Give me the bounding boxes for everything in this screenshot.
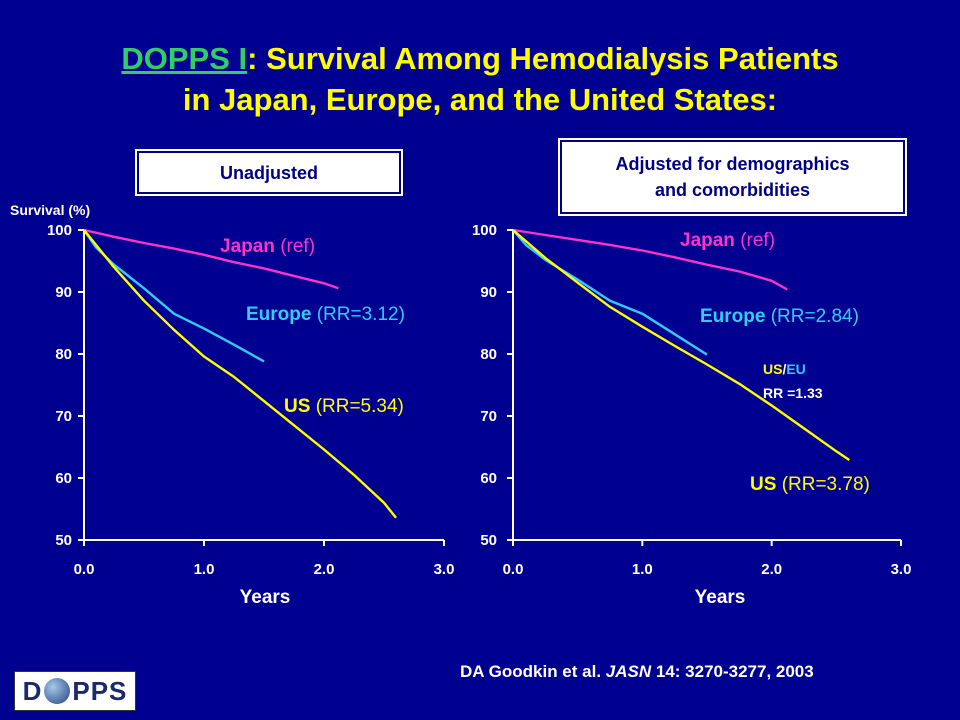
- chart1-series-us-label-part: US: [284, 396, 316, 417]
- chart1-series-us-label: US (RR=5.34): [284, 396, 404, 417]
- chart2-us-eu-annotation-line1-part: /: [782, 361, 786, 377]
- dopps-logo: D PPS: [14, 671, 136, 711]
- chart2-series-japan-label: Japan (ref): [680, 230, 775, 251]
- chart2-series-us-line: [512, 229, 850, 461]
- chart2-y-tick-label: 70: [480, 408, 497, 425]
- citation-journal: JASN: [605, 662, 652, 681]
- chart1-series-japan-label-part: (ref): [280, 236, 315, 257]
- chart2-x-axis-label: Years: [695, 587, 746, 608]
- chart2-us-eu-annotation-line1-part: US: [763, 361, 782, 377]
- citation: DA Goodkin et al. JASN 14: 3270-3277, 20…: [460, 662, 814, 682]
- adjusted-panel-label: Adjusted for demographics and comorbidit…: [558, 138, 907, 216]
- adjusted-label-line2: and comorbidities: [654, 180, 811, 200]
- chart2-series-us-label: US (RR=3.78): [750, 474, 870, 495]
- chart1-x-tick-label: 0.0: [74, 561, 95, 578]
- chart2-x-tick-label: 0.0: [503, 561, 524, 578]
- chart1-x-tick-label: 2.0: [314, 561, 335, 578]
- chart2-x-tick-label: 2.0: [761, 561, 782, 578]
- chart1-series-japan-line: [83, 228, 339, 290]
- chart1-y-tick-label: 50: [55, 532, 72, 549]
- chart1-series-europe-label-part: (RR=3.12): [317, 304, 405, 325]
- chart2-y-tick-label: 100: [472, 222, 497, 239]
- title-link[interactable]: DOPPS I: [121, 41, 248, 76]
- chart2-series-europe-label-part: (RR=2.84): [771, 306, 859, 327]
- chart2-series-us-label-part: US: [750, 474, 782, 495]
- chart2-series-europe-line: [512, 229, 708, 356]
- chart1-series-europe-label-part: Europe: [246, 304, 317, 325]
- chart2-series-japan-label-part: (ref): [740, 230, 775, 251]
- chart1-y-tick-label: 80: [55, 346, 72, 363]
- title-line1-rest: : Survival Among Hemodialysis Patients: [247, 41, 839, 76]
- chart1-x-axis-label: Years: [240, 587, 291, 608]
- chart2-x-tick-label: 3.0: [891, 561, 912, 578]
- chart2-us-eu-annotation-line1: US/EU: [763, 361, 806, 377]
- chart1-x-tick-label: 3.0: [434, 561, 455, 578]
- logo-left-letter: D: [22, 675, 43, 706]
- chart1-series-japan-label-part: Japan: [220, 236, 280, 257]
- logo-right-letters: PPS: [72, 675, 128, 706]
- chart2-x-tick-label: 1.0: [632, 561, 653, 578]
- unadjusted-panel-label: Unadjusted: [135, 149, 403, 196]
- slide-title: DOPPS I: Survival Among Hemodialysis Pat…: [0, 38, 960, 120]
- chart2-us-eu-annotation-line1-part: EU: [786, 361, 805, 377]
- chart2-y-tick-label: 80: [480, 346, 497, 363]
- globe-icon: [44, 678, 71, 704]
- chart1-y-axis-label: Survival (%): [10, 202, 90, 218]
- chart1-y-tick-label: 90: [55, 284, 72, 301]
- chart1-y-tick-label: 60: [55, 470, 72, 487]
- chart2-series-japan-label-part: Japan: [680, 230, 740, 251]
- chart1-series-japan-label: Japan (ref): [220, 236, 315, 257]
- chart1-x-tick-label: 1.0: [194, 561, 215, 578]
- adjusted-label-line1: Adjusted for demographics: [615, 154, 850, 174]
- chart2-us-eu-annotation-line2: RR =1.33: [763, 385, 823, 401]
- chart2-series-us-label-part: (RR=3.78): [782, 474, 870, 495]
- chart2-series-japan-line: [512, 228, 788, 291]
- chart2-series-europe-label-part: Europe: [700, 306, 771, 327]
- chart2-series-europe-label: Europe (RR=2.84): [700, 306, 859, 327]
- chart1-series-us-line: [83, 229, 397, 519]
- citation-prefix: DA Goodkin et al.: [460, 662, 606, 681]
- title-line2: in Japan, Europe, and the United States:: [182, 82, 778, 117]
- chart2-y-tick-label: 50: [480, 532, 497, 549]
- chart1-y-tick-label: 100: [47, 222, 72, 239]
- chart2-y-tick-label: 90: [480, 284, 497, 301]
- chart1-series-europe-label: Europe (RR=3.12): [246, 304, 405, 325]
- citation-suffix: 14: 3270-3277, 2003: [651, 662, 814, 681]
- chart1-y-tick-label: 70: [55, 408, 72, 425]
- unadjusted-label-text: Unadjusted: [219, 162, 318, 183]
- chart1-series-us-label-part: (RR=5.34): [316, 396, 404, 417]
- chart2-y-tick-label: 60: [480, 470, 497, 487]
